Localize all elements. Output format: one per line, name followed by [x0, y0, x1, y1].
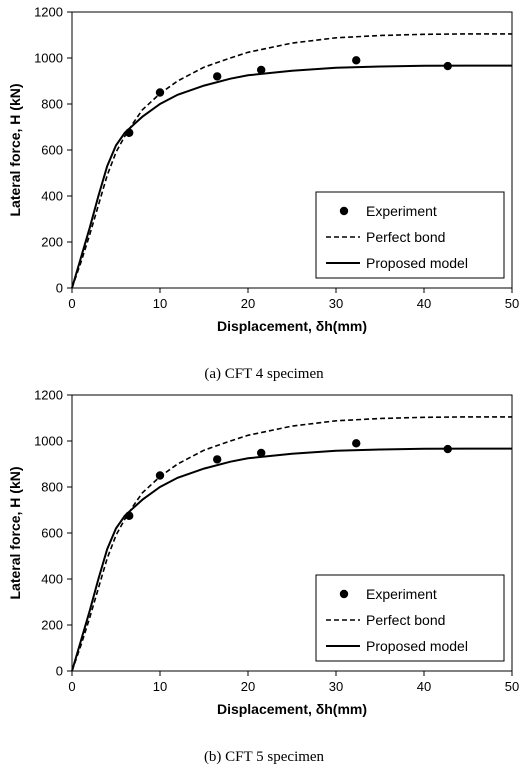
y-tick-label: 1200	[34, 388, 63, 403]
experiment-point	[352, 56, 361, 65]
y-tick-label: 400	[41, 189, 63, 204]
y-tick-label: 200	[41, 618, 63, 633]
y-tick-label: 1200	[34, 5, 63, 20]
x-axis-title: Displacement, δh(mm)	[217, 318, 367, 334]
x-tick-label: 20	[241, 296, 255, 311]
x-tick-label: 40	[417, 679, 431, 694]
y-tick-label: 1000	[34, 434, 63, 449]
x-tick-label: 50	[505, 296, 519, 311]
proposed-model-line	[71, 447, 512, 672]
y-tick-label: 800	[41, 480, 63, 495]
legend-label: Perfect bond	[366, 229, 445, 245]
chart-cft4: 0 200 400 600 800 1000 1200 0 10 20 30 40 50 Lateral …	[7, 5, 519, 383]
figure-caption: (b) CFT 5 specimen	[204, 749, 325, 765]
proposed-model-line	[71, 64, 512, 289]
legend-label: Experiment	[366, 203, 437, 219]
y-tick-label: 200	[41, 235, 63, 250]
perfect-bond-line	[71, 33, 512, 289]
legend-label: Experiment	[366, 586, 437, 602]
legend-label: Perfect bond	[366, 612, 445, 628]
y-tick-label: 800	[41, 97, 63, 112]
legend-label: Proposed model	[366, 638, 468, 654]
x-tick-label: 10	[153, 296, 167, 311]
x-tick-label: 30	[329, 679, 343, 694]
y-tick-label: 0	[56, 664, 63, 679]
x-tick-label: 50	[505, 679, 519, 694]
legend-marker-experiment	[339, 589, 349, 599]
y-tick-label: 0	[56, 281, 63, 296]
legend: Experiment Perfect bond Proposed model	[315, 191, 505, 279]
x-tick-label: 30	[329, 296, 343, 311]
y-tick-label: 400	[41, 572, 63, 587]
perfect-bond-line	[71, 416, 512, 672]
x-tick-label: 0	[68, 679, 75, 694]
chart-cft5: 0 200 400 600 800 1000 1200 0 10 20 30 40 50 Lateral …	[7, 388, 519, 766]
legend-label: Proposed model	[366, 255, 468, 271]
legend-box	[315, 191, 505, 279]
x-axis-title: Displacement, δh(mm)	[217, 701, 367, 717]
y-tick-label: 600	[41, 526, 63, 541]
experiment-point	[155, 471, 165, 480]
y-tick-label: 600	[41, 143, 63, 158]
figure-caption: (a) CFT 4 specimen	[204, 366, 324, 382]
experiment-point	[155, 88, 165, 97]
experiment-point	[257, 65, 266, 75]
experiment-point	[257, 448, 266, 458]
legend-marker-experiment	[339, 206, 349, 216]
y-tick-label: 1000	[34, 51, 63, 66]
experiment-point	[213, 455, 222, 464]
x-tick-label: 40	[417, 296, 431, 311]
experiment-point	[213, 72, 222, 81]
y-axis-title: Lateral force, H (kN)	[7, 466, 23, 599]
experiment-point	[352, 439, 361, 448]
x-tick-label: 10	[153, 679, 167, 694]
y-axis-title: Lateral force, H (kN)	[7, 83, 23, 216]
x-tick-label: 0	[68, 296, 75, 311]
x-tick-label: 20	[241, 679, 255, 694]
legend: Experiment Perfect bond Proposed model	[315, 574, 505, 662]
